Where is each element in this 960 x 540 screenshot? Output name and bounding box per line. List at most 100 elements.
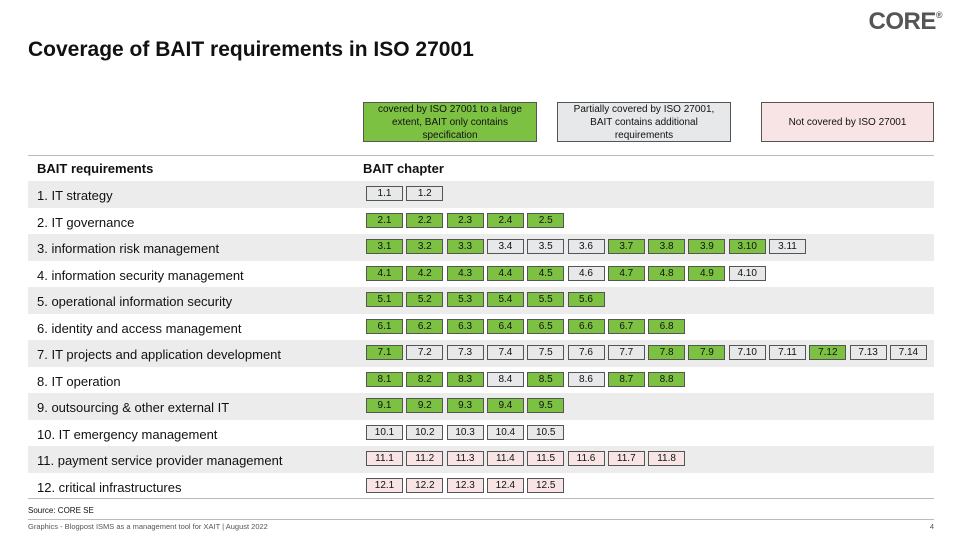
row-label: 11. payment service provider management — [37, 453, 283, 468]
chapter-cell: 12.3 — [446, 477, 484, 493]
table-row: 11. payment service provider management 1… — [28, 446, 934, 473]
table-row: 4. information security management 4.1 4.2… — [28, 261, 934, 288]
chapter-cell: 4.8 — [648, 265, 686, 281]
chapter-cell: 3.7 — [607, 239, 645, 254]
row-label: 5. operational information security — [37, 294, 233, 309]
chapter-cell: 2.5 — [527, 212, 565, 228]
source: Source: CORE SE — [28, 506, 94, 515]
title: Coverage of BAIT requirements in ISO 270… — [28, 38, 474, 61]
chapter-cell: 6.2 — [406, 318, 444, 334]
table-row: 3. information risk management 3.1 3.2 3.3 3… — [28, 234, 934, 261]
row-label: 6. identity and access management — [37, 320, 242, 336]
chapter-cell: 5.3 — [446, 292, 484, 307]
logo: CORE® — [868, 8, 943, 36]
chapter-cell: 4.10 — [728, 265, 766, 281]
chapter-cell: 11.4 — [486, 451, 524, 466]
chapter-cell: 9.4 — [486, 398, 524, 413]
chapter-cell: 8.7 — [607, 371, 645, 387]
chapter-cell: 11.8 — [648, 451, 686, 466]
chapter-cell: 6.5 — [527, 318, 565, 334]
chapter-cell: 11.1 — [366, 451, 403, 466]
column-header: BAIT chapter — [363, 161, 444, 176]
row-label: 8. IT operation — [37, 373, 121, 389]
chapter-cell: 1.2 — [406, 186, 444, 201]
table-row: 10. IT emergency management 10.1 10.2 10.3 1… — [28, 420, 934, 447]
chapter-cell: 12.5 — [527, 477, 565, 493]
table-row: 1. IT strategy 1.1 1.2 — [28, 181, 934, 208]
chapter-cell: 8.5 — [527, 371, 565, 387]
chapter-cell: 1.1 — [366, 186, 403, 201]
table-row: 8. IT operation 8.1 8.2 8.3 8.4 8.5 8.6 8.7 8.8 — [28, 367, 934, 394]
chapter-cell: 10.1 — [366, 424, 403, 440]
chapter-cell: 3.6 — [567, 239, 605, 254]
table-row: 7. IT projects and application developme… — [28, 340, 934, 367]
row-label: 3. information risk management — [37, 241, 220, 256]
chapter-cell: 12.2 — [406, 477, 444, 493]
logo-text: CORE — [868, 8, 937, 35]
chapter-cell: 6.1 — [366, 318, 403, 334]
chapter-cell: 7.3 — [446, 345, 484, 360]
chapter-cell: 6.7 — [607, 318, 645, 334]
chapter-cell: 9.1 — [366, 398, 403, 413]
chapter-cell: 5.6 — [567, 292, 605, 307]
chapter-cell: 2.2 — [406, 212, 444, 228]
row-label: 10. IT emergency management — [37, 426, 218, 442]
row-label: 12. critical infrastructures — [37, 479, 182, 495]
column-header: BAIT requirements — [37, 161, 154, 176]
chapter-cell: 12.1 — [366, 477, 403, 493]
chapter-cell: 3.10 — [728, 239, 766, 254]
chapter-cell: 7.1 — [366, 345, 403, 360]
chapter-cell: 3.3 — [446, 239, 484, 254]
chapter-cell: 8.2 — [406, 371, 444, 387]
chapter-cell: 3.5 — [527, 239, 565, 254]
chapter-cell: 6.8 — [648, 318, 686, 334]
chapter-cell: 10.3 — [446, 424, 484, 440]
chapter-cell: 10.5 — [527, 424, 565, 440]
legend-item: Not covered by ISO 27001 — [761, 102, 934, 142]
chapter-cell: 5.1 — [366, 292, 403, 307]
divider — [28, 498, 934, 499]
chapter-cell: 5.2 — [406, 292, 444, 307]
chapter-cell: 6.3 — [446, 318, 484, 334]
chapter-cell: 7.10 — [728, 345, 766, 360]
footer: Graphics - Blogpost ISMS as a management… — [28, 522, 268, 531]
chapter-cell: 8.3 — [446, 371, 484, 387]
logo-mark: ® — [935, 10, 943, 20]
chapter-cell: 3.8 — [648, 239, 686, 254]
chapter-cell: 10.4 — [486, 424, 524, 440]
chapter-cell: 2.3 — [446, 212, 484, 228]
chapter-cell: 11.5 — [527, 451, 565, 466]
chapter-cell: 3.11 — [769, 239, 806, 254]
chapter-cell: 7.5 — [527, 345, 565, 360]
table-row: 5. operational information security 5.1 5.… — [28, 287, 934, 314]
row-label: 4. information security management — [37, 267, 244, 283]
chapter-cell: 7.8 — [648, 345, 686, 360]
divider — [28, 155, 934, 156]
chapter-cell: 3.2 — [406, 239, 444, 254]
chapter-cell: 3.4 — [486, 239, 524, 254]
row-label: 1. IT strategy — [37, 188, 113, 203]
row-label: 2. IT governance — [37, 214, 135, 230]
chapter-cell: 4.3 — [446, 265, 484, 281]
chapter-cell: 4.9 — [688, 265, 726, 281]
row-label: 9. outsourcing & other external IT — [37, 400, 230, 415]
chapter-cell: 6.4 — [486, 318, 524, 334]
chapter-cell: 4.4 — [486, 265, 524, 281]
chapter-cell: 7.4 — [486, 345, 524, 360]
row-label: 7. IT projects and application developme… — [37, 347, 282, 362]
chapter-cell: 7.14 — [889, 345, 927, 360]
chapter-cell: 9.2 — [406, 398, 444, 413]
chapter-cell: 12.4 — [486, 477, 524, 493]
chapter-cell: 8.4 — [486, 371, 524, 387]
chapter-cell: 8.1 — [366, 371, 403, 387]
chapter-cell: 9.5 — [527, 398, 565, 413]
chapter-cell: 11.2 — [406, 451, 444, 466]
legend-item: covered by ISO 27001 to a large extent, … — [363, 102, 537, 142]
table-row: 6. identity and access management 6.1 6.2 6… — [28, 314, 934, 341]
chapter-cell: 5.4 — [486, 292, 524, 307]
chapter-cell: 2.4 — [486, 212, 524, 228]
chapter-cell: 4.5 — [527, 265, 565, 281]
table-row: 12. critical infrastructures 12.1 12.2 12.3… — [28, 473, 934, 500]
chapter-cell: 7.9 — [688, 345, 726, 360]
